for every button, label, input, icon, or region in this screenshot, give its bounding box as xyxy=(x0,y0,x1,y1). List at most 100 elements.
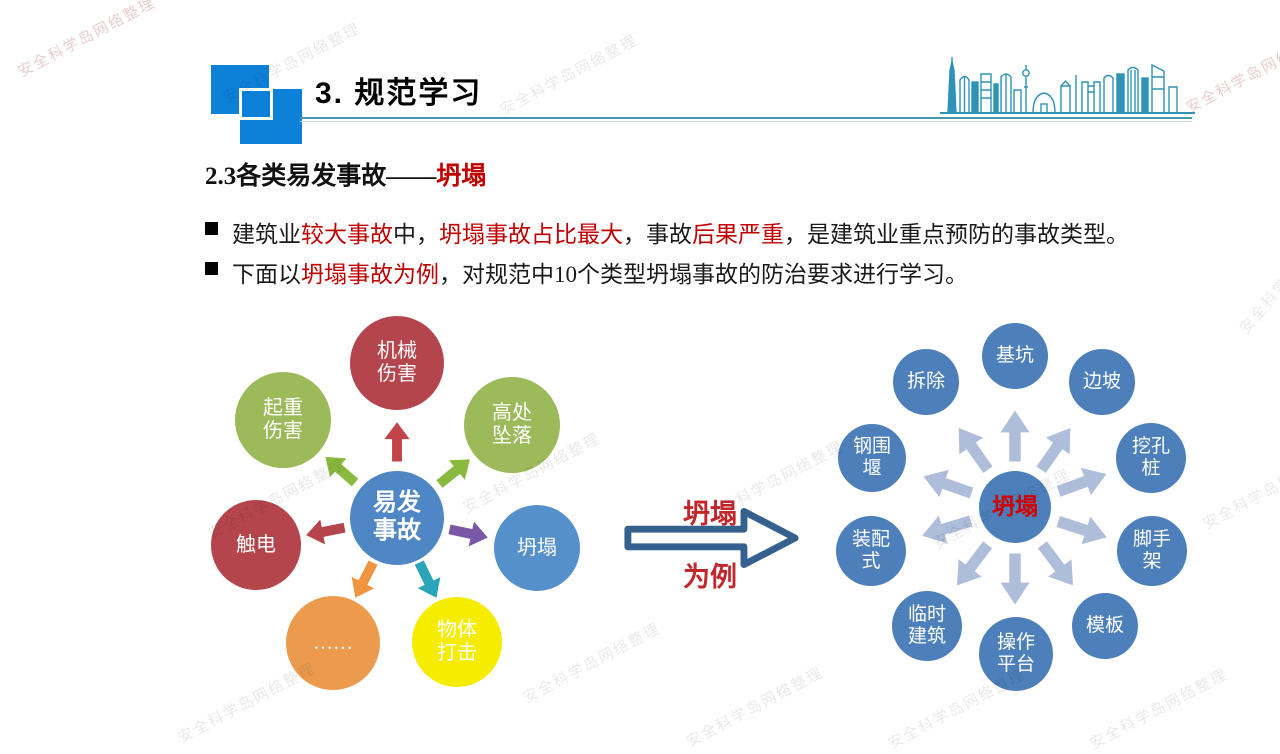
page-title: 3. 规范学习 xyxy=(315,77,483,110)
diagram-node-label: 建筑 xyxy=(907,626,946,647)
diagram-node-label: 物体 xyxy=(437,619,477,641)
watermark-text: 安全科学岛网络整理 xyxy=(1200,445,1280,533)
watermark-text: 安全科学岛网络整理 xyxy=(1183,29,1280,117)
diagram-node: 起重 伤害 xyxy=(235,372,331,468)
diagram-node-label: 触电 xyxy=(236,533,276,556)
flow-arrow-label-top: 坍塌 xyxy=(683,499,737,529)
diagram-node: 机械 伤害 xyxy=(350,316,444,410)
radial-arrow-icon xyxy=(316,446,364,493)
radial-arrow-icon xyxy=(343,556,385,604)
diagram-node-label: 平台 xyxy=(996,654,1035,675)
flow-arrow xyxy=(624,507,799,569)
radial-arrow-icon xyxy=(407,556,449,604)
diagram-node: 坍塌 xyxy=(494,505,580,591)
diagram-node-label: 式 xyxy=(861,551,881,572)
diagram-node-label: 伤害 xyxy=(263,420,303,442)
diagram-node-label: 机械 xyxy=(377,340,417,362)
radial-arrow-icon xyxy=(1000,553,1031,605)
radial-arrow-icon xyxy=(917,461,976,507)
bullet-text: 建筑业较大事故中，坍塌事故占比最大，事故后果严重，是建筑业重点预防的事故类型。 xyxy=(232,215,1129,249)
diagram-node-label: 堰 xyxy=(862,458,882,479)
diagram-node-label: 事故 xyxy=(373,518,421,544)
diagram-node-label: 钢围 xyxy=(852,436,891,458)
diagram-node-label: 打击 xyxy=(437,642,477,664)
bullet-text-highlight: 后果严重 xyxy=(692,222,784,247)
bullet-text-highlight: 坍塌事故为例 xyxy=(301,262,439,287)
diagram-node-label: 伤害 xyxy=(377,363,417,385)
diagram-node-label: 边坡 xyxy=(1082,371,1121,393)
bullet-text-segment: 中， xyxy=(393,222,439,247)
watermark-text: 安全科学岛网络整理 xyxy=(683,663,827,751)
radial-arrow-icon xyxy=(431,448,479,494)
radial-arrow-icon xyxy=(1030,535,1086,595)
diagram-node-label: 挖孔 xyxy=(1131,436,1170,458)
bullet-item: 下面以坍塌事故为例，对规范中10个类型坍塌事故的防治要求进行学习。 xyxy=(205,255,968,289)
diagram-node-label: 装配 xyxy=(851,529,890,551)
city-skyline-icon xyxy=(940,57,1195,114)
bullet-text-segment: ，是建筑业重点预防的事故类型。 xyxy=(784,222,1129,247)
title-underline-shadow xyxy=(300,121,1192,122)
bullet-marker-icon xyxy=(205,262,218,275)
watermark-text: 安全科学岛网络整理 xyxy=(520,619,664,707)
diagram-node-label: 高处 xyxy=(492,402,532,424)
diagram-node: 触电 xyxy=(211,500,301,590)
radial-arrow-icon xyxy=(1053,459,1112,506)
radial-arrow-icon xyxy=(917,506,976,551)
subtitle-text: 2.3各类易发事故—— xyxy=(205,163,437,190)
diagram-node: 高处 坠落 xyxy=(464,377,560,473)
diagram-node-label: …… xyxy=(313,631,353,654)
diagram-node: 挖孔桩 xyxy=(1116,423,1186,493)
diagram-node: 脚手架 xyxy=(1117,516,1187,586)
diagram-node-label: 坍塌 xyxy=(992,493,1038,519)
diagram-node: 基坑 xyxy=(982,323,1048,389)
diagram-node: 操作 平台 xyxy=(979,617,1053,691)
bullet-text-segment: ，对规范中10个类型坍塌事故的防治要求进行学习。 xyxy=(439,262,968,287)
diagram-node: 物体 打击 xyxy=(412,597,502,687)
bullet-text: 下面以坍塌事故为例，对规范中10个类型坍塌事故的防治要求进行学习。 xyxy=(232,255,968,289)
bullet-text-segment: 建筑业 xyxy=(232,222,301,247)
diagram-node: 临时 建筑 xyxy=(892,591,962,661)
diagram-node: 装配式 xyxy=(836,516,906,586)
diagram-node-label: 临时 xyxy=(907,604,946,626)
radial-arrow-icon xyxy=(447,516,492,551)
radial-arrow-icon xyxy=(303,514,347,548)
diagram-node: 钢围堰 xyxy=(838,424,906,492)
watermark-text: 安全科学岛网络整理 xyxy=(15,0,159,81)
diagram-center-node: 易发 事故 xyxy=(350,471,444,565)
diagram-node-label: 架 xyxy=(1142,551,1162,572)
diagram-node-label: 起重 xyxy=(263,397,303,419)
slide: { "slide": { "title": "3. 规范学习", "subtit… xyxy=(15,0,1280,753)
diagram-node-label: 基坑 xyxy=(995,345,1034,367)
bullet-marker-icon xyxy=(205,222,218,235)
diagram-node-label: 桩 xyxy=(1141,458,1161,479)
radial-arrow-icon xyxy=(1000,409,1031,461)
watermark-text: 安全科学岛网络整理 xyxy=(1087,665,1231,753)
diagram-node: 拆除 xyxy=(893,349,959,415)
diagram-node-label: 坍塌 xyxy=(517,536,557,559)
watermark-text: 安全科学岛网络整理 xyxy=(497,31,641,119)
bullet-text-segment: ，事故 xyxy=(623,222,692,247)
diagram-node-label: 模板 xyxy=(1085,615,1124,637)
diagram-node-label: 拆除 xyxy=(906,371,945,393)
diagram-center-node: 坍塌 xyxy=(979,471,1051,543)
diagram-node-label: 易发 xyxy=(373,490,421,517)
diagram-node-label: 脚手 xyxy=(1132,529,1171,551)
radial-arrow-icon xyxy=(944,535,1000,595)
flow-arrow-label-bottom: 为例 xyxy=(683,562,737,592)
logo-outline-square xyxy=(239,88,273,120)
watermark-text: 安全科学岛网络整理 xyxy=(1236,209,1280,338)
bullet-text-highlight: 坍塌事故占比最大 xyxy=(439,222,623,247)
bullet-text-segment: 下面以 xyxy=(232,262,301,287)
diagram-node-label: 操作 xyxy=(996,632,1035,654)
radial-arrow-icon xyxy=(384,421,411,461)
diagram-node: 边坡 xyxy=(1069,349,1135,415)
diagram-node-label: 坠落 xyxy=(492,425,532,447)
section-subtitle: 2.3各类易发事故——坍塌 xyxy=(205,156,486,192)
bullet-text-highlight: 较大事故 xyxy=(301,222,393,247)
radial-arrow-icon xyxy=(945,418,1000,478)
radial-arrow-icon xyxy=(1028,418,1083,478)
subtitle-highlight: 坍塌 xyxy=(436,163,487,190)
diagram-node: …… xyxy=(286,596,380,690)
bullet-item: 建筑业较大事故中，坍塌事故占比最大，事故后果严重，是建筑业重点预防的事故类型。 xyxy=(205,215,1129,249)
radial-arrow-icon xyxy=(1053,506,1112,552)
